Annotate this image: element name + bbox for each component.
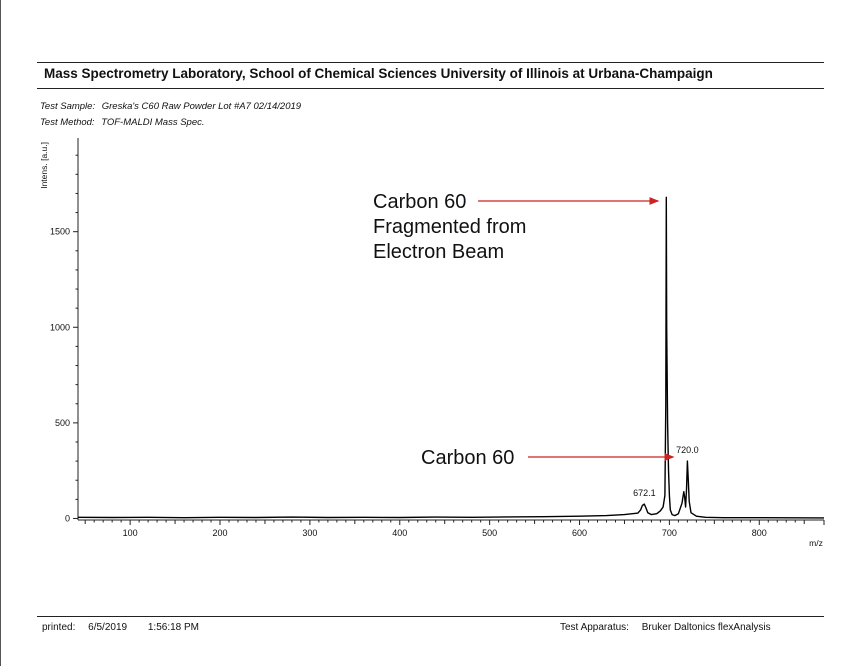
x-tick-label: 600 (572, 528, 587, 538)
printed-info: printed: 6/5/2019 1:56:18 PM (42, 622, 209, 633)
annotation-fragmented-line: Electron Beam (373, 241, 504, 263)
annotation-carbon60-label: Carbon 60 (421, 447, 514, 469)
x-tick-label: 200 (212, 528, 227, 538)
x-tick-label: 100 (123, 528, 138, 538)
y-tick-label: 500 (55, 418, 70, 428)
header-top-rule (37, 62, 824, 63)
x-tick-label: 800 (752, 528, 767, 538)
printed-time: 1:56:18 PM (147, 622, 200, 633)
chart-series (77, 196, 825, 519)
y-tick-label: 1500 (50, 227, 70, 237)
peak-label-672-1: 672.1 (633, 488, 656, 498)
page-border (0, 0, 1, 666)
x-tick-label: 500 (482, 528, 497, 538)
test-sample-label: Test Sample: (40, 101, 96, 112)
printed-label: printed: (42, 622, 76, 633)
test-method-line: Test Method: TOF-MALDI Mass Spec. (40, 117, 205, 128)
test-sample-value: Greska's C60 Raw Powder Lot #A7 02/14/20… (101, 101, 302, 112)
chart-ticks: 100 200 300 400 500 600 700 800 0 500 1000 1500 m/z I… (39, 142, 823, 548)
x-tick-label: 300 (302, 528, 317, 538)
annotation-fragmented-line: Fragmented from (373, 216, 526, 238)
test-method-label: Test Method: (40, 117, 95, 128)
y-axis-title: Intens. [a.u.] (39, 142, 49, 189)
y-tick-label: 1000 (50, 322, 70, 332)
test-method-value: TOF-MALDI Mass Spec. (101, 117, 205, 128)
printed-date: 6/5/2019 (88, 622, 128, 633)
annotation-fragmented-line: Carbon 60 (373, 191, 466, 213)
report-title: Mass Spectrometry Laboratory, School of … (44, 66, 713, 81)
apparatus-info: Test Apparatus: Bruker Daltonics flexAna… (560, 622, 781, 633)
x-tick-label: 400 (392, 528, 407, 538)
chart-annotations: Carbon 60 Fragmented from Electron Beam Car… (373, 191, 675, 469)
apparatus-label: Test Apparatus: (560, 622, 629, 633)
apparatus-value: Bruker Daltonics flexAnalysis (641, 622, 771, 633)
spectrum-line (77, 196, 825, 519)
peak-label-720-0: 720.0 (676, 445, 699, 455)
chart-labels: 672.1 720.0 (633, 445, 699, 498)
x-tick-label: 700 (662, 528, 677, 538)
y-tick-label: 0 (65, 513, 70, 523)
header-bottom-rule (37, 88, 824, 89)
footer-rule (37, 616, 824, 617)
test-sample-line: Test Sample: Greska's C60 Raw Powder Lot… (40, 101, 301, 112)
x-axis-title: m/z (809, 538, 823, 548)
